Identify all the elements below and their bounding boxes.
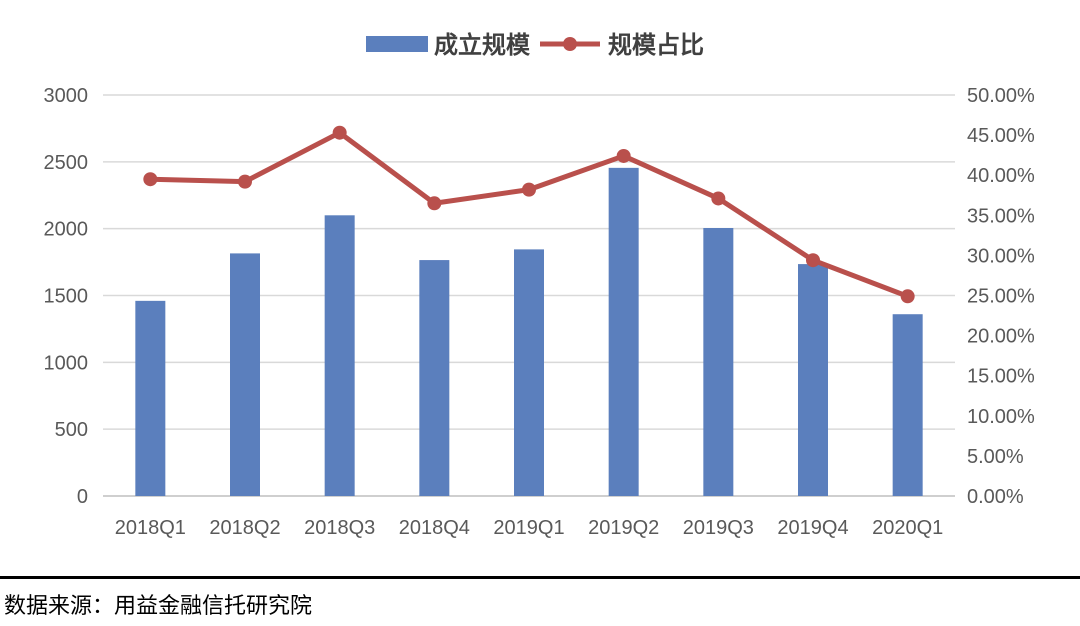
line-point [143,172,158,187]
x-axis-tick-label: 2019Q1 [493,517,564,539]
legend: 成立规模 规模占比 [366,31,704,59]
right-axis-tick-label: 30.00% [967,245,1035,267]
source-note: 数据来源：用益金融信托研究院 [4,594,313,619]
right-axis-tick-label: 0.00% [967,486,1024,508]
line-point [900,289,915,304]
bar [892,314,923,496]
x-axis-tick-label: 2018Q2 [209,517,280,539]
x-axis-tick-label: 2019Q2 [588,517,659,539]
line-point [711,191,726,206]
left-axis-tick-label: 0 [77,486,88,508]
x-axis-tick-label: 2018Q3 [304,517,375,539]
left-axis-tick-label: 2500 [44,152,89,174]
right-axis-tick-label: 45.00% [967,125,1035,147]
right-axis-tick-label: 35.00% [967,205,1035,227]
line-point [616,148,631,163]
line-point [332,125,347,140]
left-axis-tick-label: 500 [55,419,88,441]
left-axis-tick-label: 1500 [44,286,89,308]
x-axis-tick-label: 2019Q4 [777,517,848,539]
left-axis-tick-label: 2000 [44,219,89,241]
line-point [522,182,536,197]
right-axis-tick-label: 10.00% [967,406,1035,428]
bar-series [135,167,923,497]
x-axis-tick-label: 2018Q1 [115,517,186,539]
line-point [806,253,820,268]
x-axis-ticks: 2018Q1 2018Q2 2018Q3 2018Q4 2019Q1 2019Q2 2019… [115,517,944,539]
right-axis-tick-label: 40.00% [967,165,1035,187]
bar [798,264,828,496]
bar [703,227,734,496]
bar [324,215,355,497]
right-axis-ticks: 0.00% 5.00% 10.00% 15.00% 20.00% 25.00% 30.00%… [967,85,1035,508]
bar [230,253,260,496]
line-series [143,125,915,304]
left-axis-ticks: 0 500 1000 1500 2000 2500 3000 [44,85,89,508]
combo-chart: 成立规模 规模占比 0 500 1000 1500 2000 2500 3000 0.00%… [44,31,1036,539]
legend-bar-label: 成立规模 [434,31,531,59]
x-axis-tick-label: 2018Q4 [399,517,470,539]
left-axis-tick-label: 3000 [44,85,89,107]
line-point [427,196,442,211]
legend-bar-swatch [366,36,428,52]
right-axis-tick-label: 5.00% [967,446,1024,468]
left-axis-tick-label: 1000 [44,352,89,374]
x-axis-tick-label: 2019Q3 [683,517,754,539]
legend-line-label: 规模占比 [608,31,704,59]
divider [0,576,1080,579]
x-axis-tick-label: 2020Q1 [872,517,943,539]
bar [135,300,166,496]
line-point [238,174,252,189]
right-axis-tick-label: 20.00% [967,326,1035,348]
right-axis-tick-label: 25.00% [967,286,1035,308]
right-axis-tick-label: 50.00% [967,85,1035,107]
bar [419,260,450,496]
right-axis-tick-label: 15.00% [967,366,1035,388]
bar [514,249,544,496]
bar [608,167,639,496]
legend-line-marker [563,37,577,51]
